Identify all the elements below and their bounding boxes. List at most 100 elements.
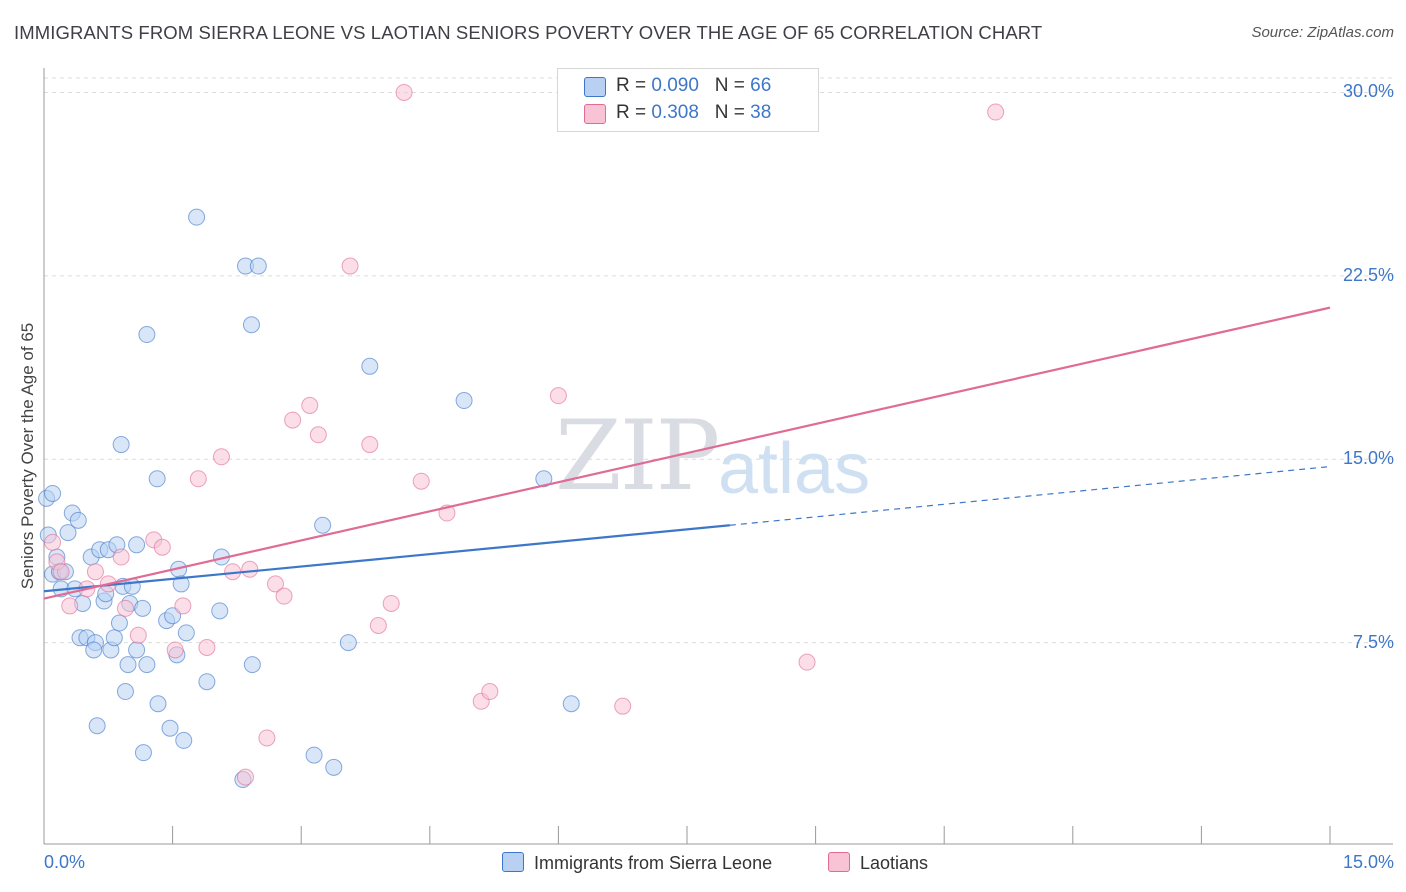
data-point xyxy=(212,448,230,466)
data-point xyxy=(481,683,499,701)
blue-swatch xyxy=(502,852,524,872)
pink-swatch xyxy=(584,104,606,124)
data-point xyxy=(798,653,816,671)
data-point xyxy=(119,656,137,674)
data-point xyxy=(105,629,123,647)
data-point xyxy=(305,746,323,764)
y-tick-label: 30.0% xyxy=(1342,81,1394,102)
data-point xyxy=(172,575,190,593)
pink-swatch xyxy=(828,852,850,872)
legend-item-laotians[interactable]: Laotians xyxy=(828,852,928,874)
data-point xyxy=(455,392,473,410)
data-points xyxy=(38,83,1005,789)
data-point xyxy=(128,641,146,659)
data-point xyxy=(339,634,357,652)
data-point xyxy=(361,436,379,454)
data-point xyxy=(61,597,79,615)
data-point xyxy=(361,357,379,375)
data-point xyxy=(161,719,179,737)
data-point xyxy=(134,744,152,762)
data-point xyxy=(85,641,103,659)
y-tick-label: 15.0% xyxy=(1342,448,1394,469)
data-point xyxy=(69,511,87,529)
data-point xyxy=(198,673,216,691)
n-label: N = xyxy=(714,102,751,123)
data-point xyxy=(236,768,254,786)
data-point xyxy=(325,758,343,776)
trend-line-sierra-leone-extrapolated xyxy=(729,465,1331,526)
data-point xyxy=(174,597,192,615)
data-point xyxy=(128,536,146,554)
data-point xyxy=(382,594,400,612)
watermark-zip: ZIP xyxy=(555,400,720,512)
data-point xyxy=(44,484,62,502)
data-point xyxy=(110,614,128,632)
data-point xyxy=(258,729,276,747)
data-point xyxy=(198,639,216,657)
x-tick-label-max: 15.0% xyxy=(1342,852,1394,872)
data-point xyxy=(341,257,359,275)
axes xyxy=(43,68,1393,845)
data-point xyxy=(112,548,130,566)
data-point xyxy=(129,626,147,644)
legend-label: Immigrants from Sierra Leone xyxy=(534,853,773,873)
data-point xyxy=(59,524,77,542)
trend-line-sierra-leone xyxy=(43,524,730,593)
data-point xyxy=(148,470,166,488)
stats-legend: R = 0.090 N = 66 R = 0.308 N = 38 xyxy=(557,68,819,132)
data-point xyxy=(52,563,70,581)
data-point xyxy=(301,396,319,414)
n-value: 38 xyxy=(750,102,772,123)
r-value: 0.308 xyxy=(651,102,699,123)
data-point xyxy=(249,257,267,275)
data-point xyxy=(987,103,1005,121)
r-value: 0.090 xyxy=(651,75,699,96)
data-point xyxy=(116,683,134,701)
watermark-atlas: atlas xyxy=(718,429,871,509)
r-label: R = xyxy=(616,75,652,96)
legend-label: Laotians xyxy=(860,853,929,873)
data-point xyxy=(153,538,171,556)
data-point xyxy=(138,656,156,674)
data-point xyxy=(166,641,184,659)
data-point xyxy=(369,616,387,634)
y-tick-label: 22.5% xyxy=(1342,264,1394,285)
data-point xyxy=(562,695,580,713)
data-point xyxy=(549,387,567,405)
data-point xyxy=(395,83,413,101)
trend-lines xyxy=(43,306,1331,600)
data-point xyxy=(614,697,632,715)
data-point xyxy=(116,599,134,617)
chart-title: IMMIGRANTS FROM SIERRA LEONE VS LAOTIAN … xyxy=(14,22,1043,43)
data-point xyxy=(189,470,207,488)
blue-swatch xyxy=(584,77,606,97)
y-axis-label: Seniors Poverty Over the Age of 65 xyxy=(18,322,37,590)
data-point xyxy=(134,599,152,617)
n-label: N = xyxy=(714,75,751,96)
data-point xyxy=(88,717,106,735)
x-tick-label-min: 0.0% xyxy=(44,852,86,872)
data-point xyxy=(44,533,62,551)
legend-item-sierra-leone[interactable]: Immigrants from Sierra Leone xyxy=(502,852,772,874)
data-point xyxy=(266,575,284,593)
data-point xyxy=(535,470,553,488)
source-label: Source: ZipAtlas.com xyxy=(1251,24,1394,41)
data-point xyxy=(314,516,332,534)
data-point xyxy=(138,326,156,344)
trend-line-laotians xyxy=(43,306,1331,600)
data-point xyxy=(86,563,104,581)
data-point xyxy=(275,587,293,605)
data-point xyxy=(309,426,327,444)
data-point xyxy=(412,472,430,490)
data-point xyxy=(175,731,193,749)
r-label: R = xyxy=(616,102,652,123)
data-point xyxy=(188,208,206,226)
data-point xyxy=(112,436,130,454)
y-tick-label: 7.5% xyxy=(1352,631,1394,652)
gridlines xyxy=(44,77,1393,644)
data-point xyxy=(284,411,302,429)
n-value: 66 xyxy=(750,75,772,96)
data-point xyxy=(177,624,195,642)
data-point xyxy=(149,695,167,713)
